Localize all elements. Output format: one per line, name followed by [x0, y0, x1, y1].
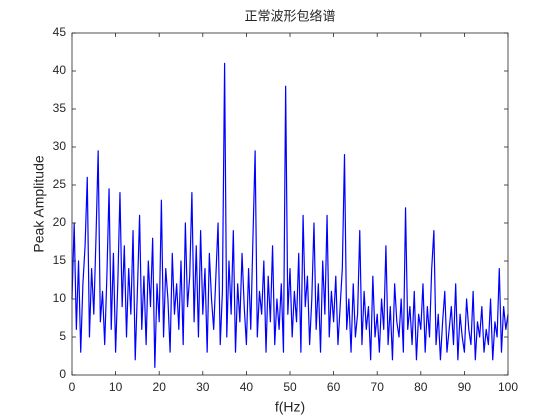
y-tick-label: 0: [59, 367, 66, 381]
y-axis-label: Peak Amplitude: [31, 155, 47, 252]
y-tick-label: 5: [59, 329, 66, 343]
x-tick-label: 50: [283, 380, 297, 394]
y-tick-label: 40: [53, 63, 67, 77]
x-tick-label: 90: [458, 380, 472, 394]
y-tick-label: 35: [53, 101, 67, 115]
chart-title: 正常波形包络谱: [244, 8, 335, 23]
x-tick-label: 30: [196, 380, 210, 394]
y-tick-label: 25: [53, 177, 67, 191]
x-tick-label: 100: [498, 380, 518, 394]
y-tick-label: 20: [53, 215, 67, 229]
y-tick-label: 30: [53, 139, 67, 153]
x-tick-label: 70: [371, 380, 385, 394]
x-axis-label: f(Hz): [275, 399, 305, 415]
data-line: [71, 62, 509, 368]
y-tick-label: 15: [53, 253, 67, 267]
x-tick-label: 60: [327, 380, 341, 394]
x-tick-label: 10: [109, 380, 123, 394]
x-tick-label: 0: [69, 380, 76, 394]
y-tick-label: 10: [53, 291, 67, 305]
x-tick-label: 40: [240, 380, 254, 394]
y-tick-label: 45: [53, 25, 67, 39]
x-tick-label: 20: [153, 380, 167, 394]
x-tick-label: 80: [414, 380, 428, 394]
